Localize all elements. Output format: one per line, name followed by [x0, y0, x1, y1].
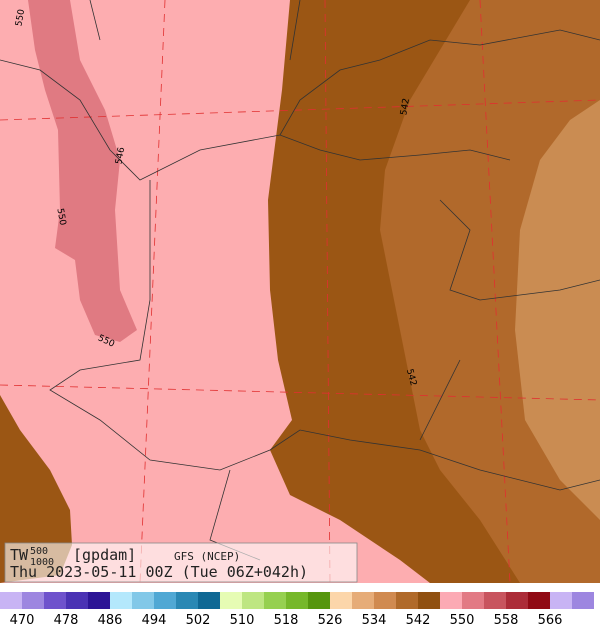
region-sw-542-550 [0, 395, 72, 583]
subscript: 1000 [30, 557, 54, 568]
colorbar-swatch [484, 592, 506, 609]
colorbar-swatch [66, 592, 88, 609]
colorbar-label: 550 [450, 613, 475, 628]
colorbar-swatch [110, 592, 132, 609]
borders [0, 0, 600, 561]
colorbar-label: 510 [230, 613, 255, 628]
colorbar-label: 486 [98, 613, 123, 628]
colorbar-swatch [462, 592, 484, 609]
colorbar-label: 534 [362, 613, 387, 628]
contour-label: 542 [404, 368, 418, 387]
colorbar-swatch [88, 592, 110, 609]
legend-background [4, 542, 358, 583]
colorbar-swatch [44, 592, 66, 609]
region-526-534 [515, 100, 600, 520]
region-550-558 [28, 0, 137, 342]
colorbar-swatch [22, 592, 44, 609]
colorbar-swatch [198, 592, 220, 609]
colorbar-swatch [418, 592, 440, 609]
contour-label: 546 [114, 146, 127, 165]
model: GFS (NCEP) [174, 550, 240, 563]
superscript: 500 [30, 546, 48, 557]
colorbar-swatch [528, 592, 550, 609]
colorbar-swatch [154, 592, 176, 609]
colorbar-swatch [330, 592, 352, 609]
colorbar-swatch [242, 592, 264, 609]
colorbar-label: 526 [318, 613, 343, 628]
graticule [0, 0, 600, 584]
colorbar-swatch [506, 592, 528, 609]
contour-label: 550 [54, 208, 67, 227]
contour-label: 550 [14, 8, 27, 27]
colorbar-swatch [440, 592, 462, 609]
colorbar-swatch [0, 592, 22, 609]
colorbar-swatch [308, 592, 330, 609]
colorbar-swatch [132, 592, 154, 609]
legend-box: TW 500 1000 [gpdam] GFS (NCEP) Thu 2023-… [4, 542, 358, 583]
unit: [gpdam] [73, 546, 136, 564]
colorbar-swatch [352, 592, 374, 609]
map: 550 546 550 550 542 542 [0, 0, 600, 584]
colorbar-swatch [374, 592, 396, 609]
colorbar-swatch [396, 592, 418, 609]
colorbar-label: 502 [186, 613, 211, 628]
colorbar-label: 478 [54, 613, 79, 628]
colorbar-swatch [572, 592, 594, 609]
colorbar-label: 470 [10, 613, 35, 628]
colorbar: 470 478 486 494 502 510 518 526 534 542 550 558 566 [0, 592, 594, 628]
colorbar-label: 542 [406, 613, 431, 628]
variable: TW [10, 546, 29, 564]
colorbar-swatch [286, 592, 308, 609]
colorbar-swatch [550, 592, 572, 609]
colorbar-label: 566 [538, 613, 563, 628]
colorbar-swatch [264, 592, 286, 609]
colorbar-label: 558 [494, 613, 519, 628]
valid-time: Thu 2023-05-11 00Z (Tue 06Z+042h) [10, 563, 308, 581]
colorbar-label: 494 [142, 613, 167, 628]
colorbar-swatch [220, 592, 242, 609]
colorbar-label: 518 [274, 613, 299, 628]
contour-label: 542 [399, 97, 412, 116]
colorbar-swatch [176, 592, 198, 609]
